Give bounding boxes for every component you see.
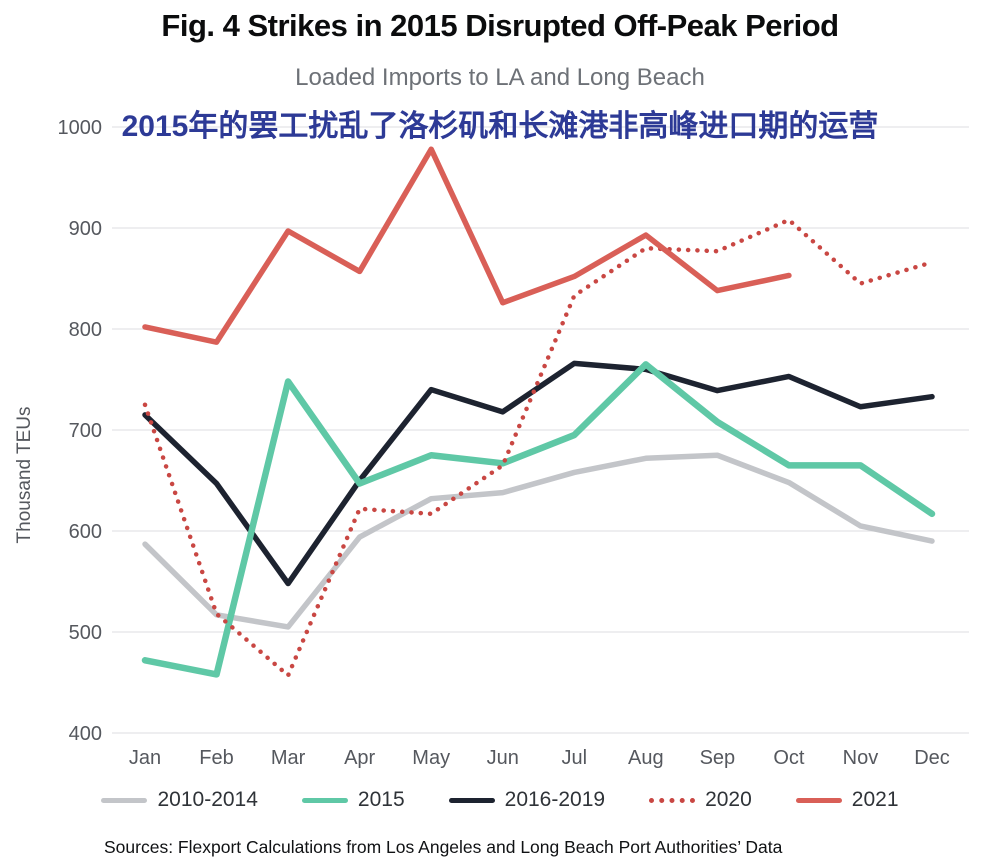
y-tick-label: 900	[69, 218, 102, 240]
series-line-2016-2019	[142, 360, 935, 587]
x-tick-label: Oct	[773, 747, 805, 769]
legend-label: 2015	[357, 788, 405, 811]
figure-annotation-chinese: 2015年的罢工扰乱了洛杉矶和长滩港非高峰进口期的运营	[121, 110, 879, 143]
legend-swatch-2021	[795, 797, 842, 803]
series-line-2020	[142, 217, 935, 678]
legend-item-2015: 2015	[301, 788, 405, 812]
x-tick-label: Apr	[344, 747, 375, 769]
y-tick-label: 600	[69, 521, 102, 543]
y-tick-label: 1000	[58, 117, 103, 139]
x-tick-label: Aug	[628, 747, 664, 769]
y-tick-label: 500	[69, 622, 102, 644]
source-note: Sources: Flexport Calculations from Los …	[104, 837, 783, 857]
y-tick-label: 400	[69, 723, 102, 745]
legend-swatch-2020	[649, 797, 696, 803]
x-tick-label: Dec	[914, 747, 950, 769]
y-tick-label: 800	[69, 319, 102, 341]
figure-subtitle: Loaded Imports to LA and Long Beach	[295, 64, 705, 91]
series-line-2021	[142, 146, 792, 345]
legend-item-2020: 2020	[649, 788, 752, 812]
legend-swatch-2015	[301, 797, 348, 803]
x-tick-label: Jan	[129, 747, 161, 769]
legend-label: 2010-2014	[157, 788, 258, 811]
x-tick-label: Jun	[487, 747, 519, 769]
x-tick-label: Mar	[271, 747, 306, 769]
series-line-2010-2014	[142, 452, 935, 630]
figure-title: Fig. 4 Strikes in 2015 Disrupted Off-Pea…	[161, 8, 839, 43]
x-tick-label: Jul	[561, 747, 587, 769]
legend-item-2021: 2021	[795, 788, 899, 812]
line-chart-canvas: 400 500 600 700 800 900 1000 Thousand TEUs Jan Fe…	[14, 117, 969, 769]
legend-label: 2021	[851, 788, 899, 811]
x-tick-label: Feb	[199, 747, 233, 769]
y-tick-label: 700	[69, 420, 102, 442]
x-tick-label: May	[412, 747, 450, 769]
legend-label: 2016-2019	[504, 788, 606, 811]
legend-label: 2020	[705, 788, 752, 811]
legend-item-2010-2014: 2010-2014	[101, 788, 258, 812]
y-axis-label: Thousand TEUs	[14, 407, 35, 544]
x-tick-label: Nov	[843, 747, 879, 769]
legend-item-2016-2019: 2016-2019	[448, 788, 606, 812]
chart-legend: 2010-2014 2015 2016-2019 2020 2021	[0, 788, 1000, 812]
x-tick-label: Sep	[700, 747, 736, 769]
legend-swatch-2010-2014	[101, 797, 148, 803]
legend-swatch-2016-2019	[448, 797, 495, 803]
series-line-2015	[141, 361, 936, 678]
